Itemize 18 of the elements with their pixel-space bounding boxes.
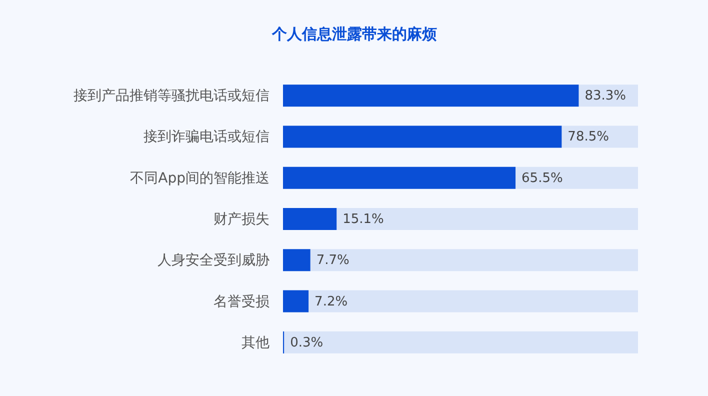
y-tick-label: 名誉受损 <box>214 294 270 310</box>
data-label: 7.7% <box>316 253 350 268</box>
y-tick-label: 人身安全受到威胁 <box>158 252 270 269</box>
data-label: 0.3% <box>290 335 324 350</box>
data-label: 78.5% <box>568 130 609 145</box>
data-label: 15.1% <box>342 212 384 227</box>
bar <box>283 290 309 312</box>
data-label: 7.2% <box>314 294 348 310</box>
chart-title: 个人信息泄露带来的麻烦 <box>271 25 437 43</box>
bar <box>283 249 310 272</box>
data-label: 65.5% <box>522 170 563 186</box>
y-tick-label: 财产损失 <box>214 212 270 228</box>
y-tick-label: 接到产品推销等骚扰电话或短信 <box>74 88 270 104</box>
data-label: 83.3% <box>584 88 626 104</box>
y-tick-label: 不同App间的智能推送 <box>130 170 270 186</box>
y-tick-label: 接到诈骗电话或短信 <box>144 129 270 146</box>
bar <box>283 208 337 230</box>
y-tick-label: 其他 <box>242 334 270 351</box>
